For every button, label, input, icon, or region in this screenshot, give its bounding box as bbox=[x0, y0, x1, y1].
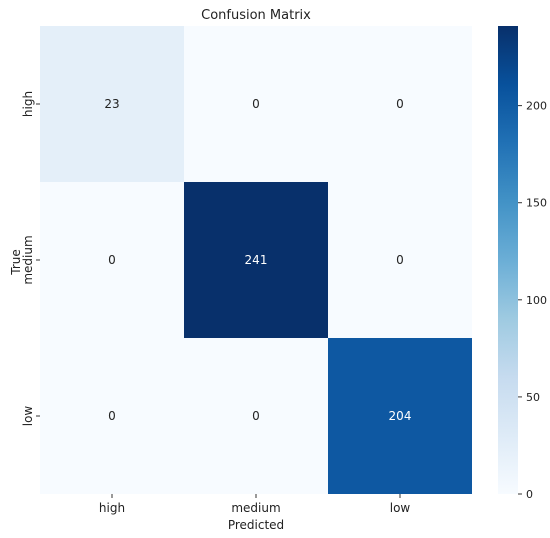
heatmap-cell bbox=[328, 338, 472, 494]
heatmap-cell bbox=[40, 338, 184, 494]
y-tick-label: high bbox=[21, 91, 35, 117]
heatmap-cell bbox=[40, 26, 184, 182]
x-tick-label: high bbox=[99, 501, 125, 515]
x-axis-label: Predicted bbox=[228, 518, 284, 532]
heatmap-cell bbox=[40, 182, 184, 338]
x-tick-label: medium bbox=[231, 501, 280, 515]
heatmap-cell bbox=[328, 26, 472, 182]
cell-value-label: 0 bbox=[396, 97, 404, 111]
cell-value-label: 0 bbox=[252, 409, 260, 423]
cell-value-label: 0 bbox=[252, 97, 260, 111]
x-tick-label: low bbox=[390, 501, 411, 515]
cell-value-label: 204 bbox=[389, 409, 412, 423]
heatmap-cells bbox=[40, 26, 472, 494]
heatmap-cell bbox=[328, 182, 472, 338]
y-tick-label: medium bbox=[21, 235, 35, 284]
y-axis-label: True bbox=[9, 249, 23, 276]
x-axis-ticks: high medium low bbox=[99, 494, 411, 515]
heatmap-cell bbox=[184, 182, 328, 338]
cell-value-label: 0 bbox=[108, 409, 116, 423]
y-axis-ticks: high medium low bbox=[21, 91, 40, 426]
chart-title: Confusion Matrix bbox=[201, 8, 311, 23]
cell-value-label: 23 bbox=[104, 97, 119, 111]
cell-value-label: 0 bbox=[396, 253, 404, 267]
heatmap-cell-labels: 23 0 0 0 241 0 0 0 204 bbox=[104, 97, 411, 423]
cell-value-label: 241 bbox=[245, 253, 268, 267]
colorbar bbox=[498, 26, 518, 494]
heatmap-cell bbox=[184, 338, 328, 494]
colorbar-tick-label: 0 bbox=[526, 488, 533, 501]
colorbar-ticks: 0 50 100 150 200 bbox=[518, 100, 547, 501]
colorbar-tick-label: 100 bbox=[526, 294, 547, 307]
colorbar-tick-label: 150 bbox=[526, 197, 547, 210]
y-tick-label: low bbox=[21, 406, 35, 427]
colorbar-tick-label: 50 bbox=[526, 391, 540, 404]
heatmap-cell bbox=[184, 26, 328, 182]
colorbar-tick-label: 200 bbox=[526, 100, 547, 113]
cell-value-label: 0 bbox=[108, 253, 116, 267]
